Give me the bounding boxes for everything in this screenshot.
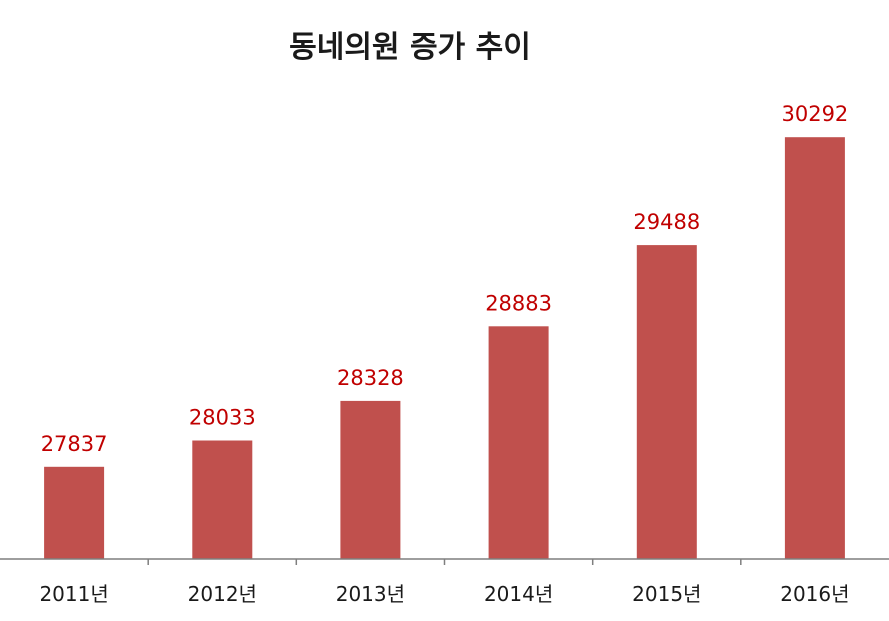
data-label-2: 28328: [337, 366, 404, 390]
bar-1: [192, 440, 253, 559]
x-tick-label-5: 2016년: [780, 582, 849, 606]
bar-4: [636, 245, 697, 559]
bar-5: [784, 137, 845, 559]
x-tick-label-0: 2011년: [39, 582, 108, 606]
x-tick-label-4: 2015년: [632, 582, 701, 606]
bar-0: [44, 466, 105, 559]
bar-2: [340, 400, 401, 559]
data-label-0: 27837: [41, 432, 108, 456]
data-label-4: 29488: [633, 210, 700, 234]
x-tick-label-2: 2013년: [336, 582, 405, 606]
bar-3: [488, 326, 549, 559]
x-axis-ticks: [147, 559, 742, 565]
data-label-3: 28883: [485, 291, 552, 315]
data-label-1: 28033: [189, 406, 256, 430]
x-tick-label-1: 2012년: [188, 582, 257, 606]
data-label-5: 30292: [781, 102, 848, 126]
x-axis-tick-labels: 2011년 2012년 2013년 2014년 2015년 2016년: [39, 582, 849, 606]
data-labels-layer: 27837 28033 28328 28883 29488 30292: [41, 102, 849, 456]
bars-layer: [44, 137, 845, 559]
x-tick-label-3: 2014년: [484, 582, 553, 606]
chart-title: 동네의원 증가 추이: [289, 30, 531, 65]
